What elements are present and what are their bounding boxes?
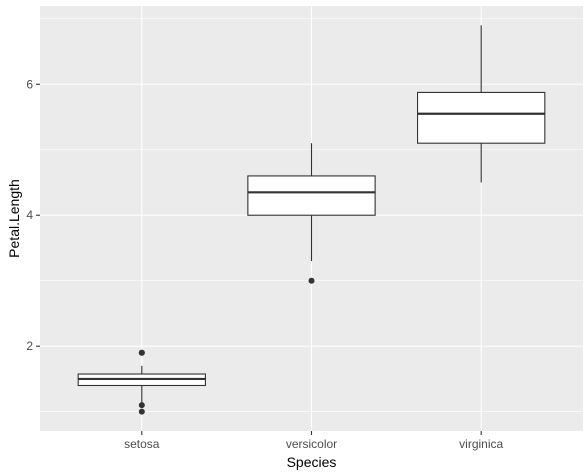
axis-layer: 2 4 6 setosa versicolor virginica	[26, 77, 503, 451]
x-axis-title: Species	[287, 454, 337, 470]
box-setosa	[77, 349, 206, 415]
x-tick-label: setosa	[124, 437, 160, 451]
y-tick-label: 2	[26, 339, 33, 353]
outlier-point	[308, 277, 315, 284]
box-layer	[77, 25, 546, 415]
y-axis-title: Petal.Length	[6, 179, 22, 258]
outlier-point	[138, 402, 145, 409]
box-versicolor	[247, 143, 376, 284]
y-tick-label: 6	[26, 77, 33, 91]
y-tick-label: 4	[26, 208, 33, 222]
outlier-point	[138, 408, 145, 415]
x-tick-label: virginica	[459, 437, 503, 451]
outlier-point	[138, 349, 145, 356]
box-virginica	[417, 25, 546, 183]
box-iqr	[247, 175, 376, 216]
x-tick-label: versicolor	[286, 437, 337, 451]
box-iqr	[417, 91, 546, 144]
